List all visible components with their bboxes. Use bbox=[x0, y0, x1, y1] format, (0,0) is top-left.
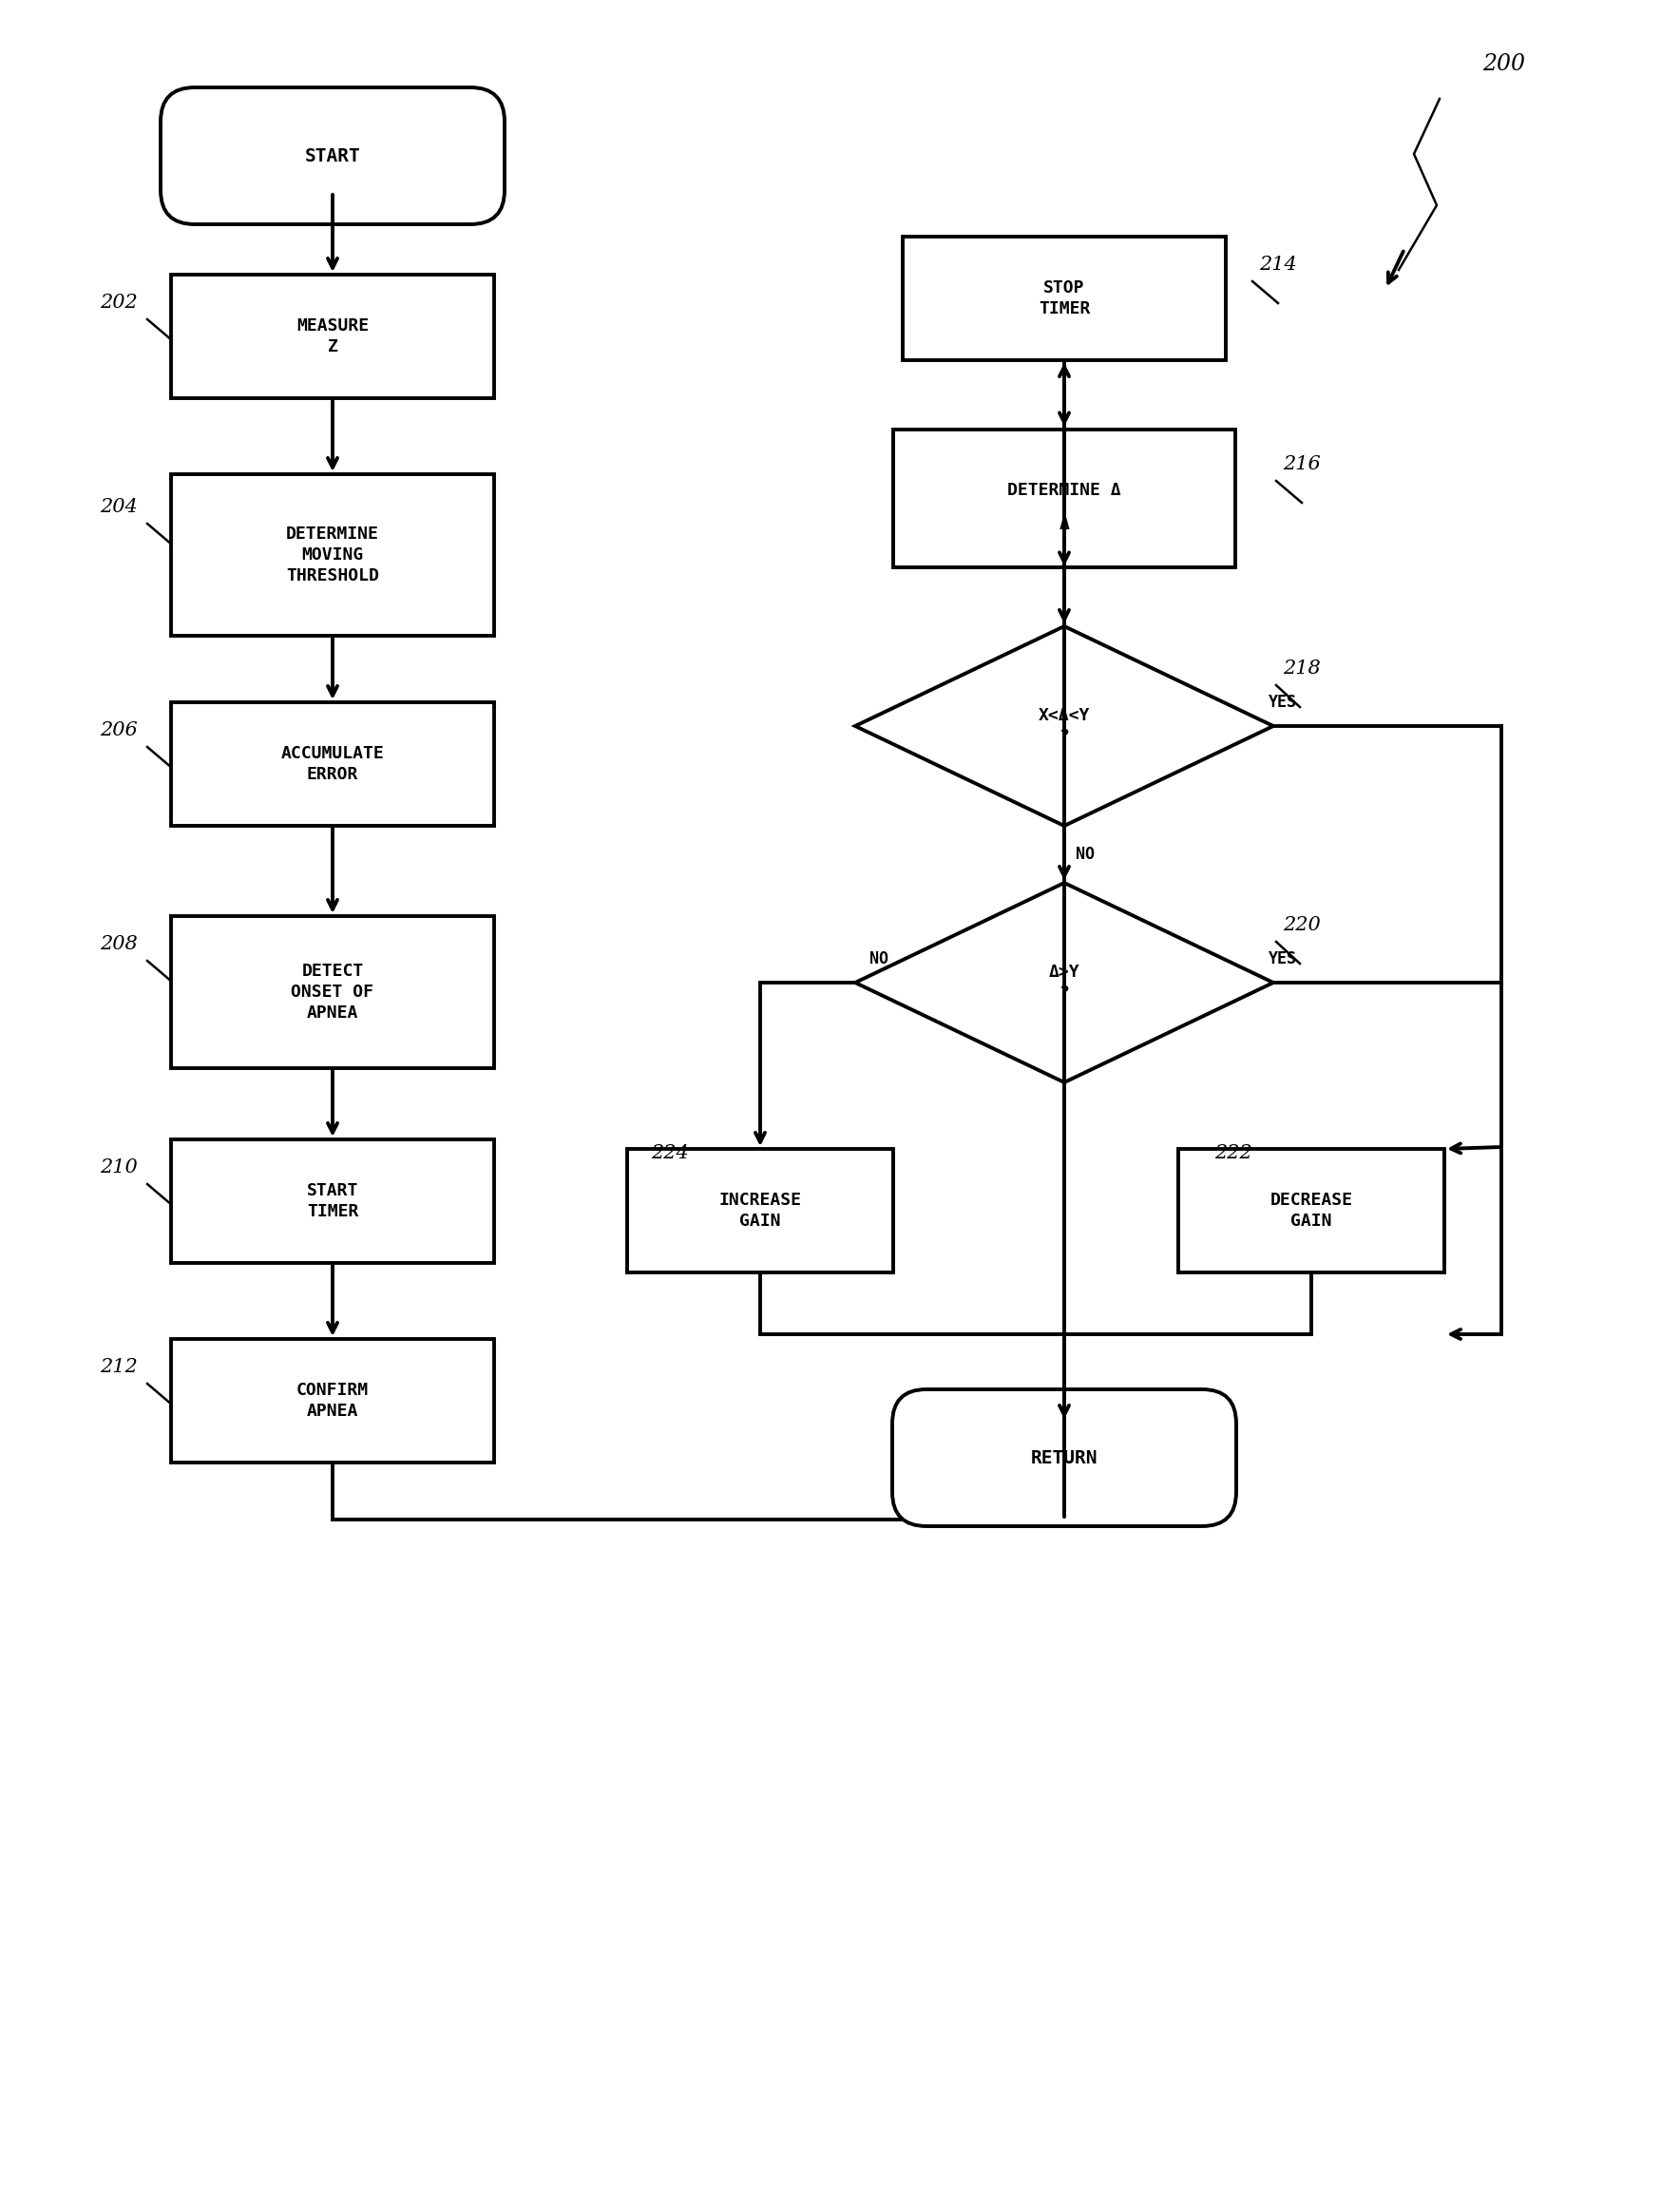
Text: 204: 204 bbox=[99, 497, 138, 517]
Polygon shape bbox=[855, 627, 1273, 827]
Text: 202: 202 bbox=[99, 295, 138, 312]
Text: INCREASE
GAIN: INCREASE GAIN bbox=[719, 1192, 801, 1229]
FancyBboxPatch shape bbox=[171, 917, 494, 1069]
FancyBboxPatch shape bbox=[627, 1148, 894, 1273]
Text: DETECT
ONSET OF
APNEA: DETECT ONSET OF APNEA bbox=[291, 963, 375, 1023]
Text: DECREASE
GAIN: DECREASE GAIN bbox=[1270, 1192, 1352, 1229]
Text: 218: 218 bbox=[1284, 660, 1320, 677]
Text: YES: YES bbox=[1268, 950, 1297, 968]
FancyBboxPatch shape bbox=[171, 475, 494, 636]
Text: 216: 216 bbox=[1284, 455, 1320, 473]
FancyBboxPatch shape bbox=[171, 275, 494, 398]
FancyBboxPatch shape bbox=[171, 1339, 494, 1462]
FancyBboxPatch shape bbox=[892, 1390, 1236, 1526]
Text: 212: 212 bbox=[99, 1359, 138, 1377]
FancyBboxPatch shape bbox=[894, 429, 1235, 567]
Text: ACCUMULATE
ERROR: ACCUMULATE ERROR bbox=[281, 745, 385, 783]
Text: 224: 224 bbox=[650, 1143, 689, 1163]
Text: 220: 220 bbox=[1284, 917, 1320, 935]
FancyBboxPatch shape bbox=[1178, 1148, 1445, 1273]
Text: 222: 222 bbox=[1215, 1143, 1252, 1163]
Text: 214: 214 bbox=[1258, 255, 1297, 273]
FancyBboxPatch shape bbox=[902, 237, 1226, 361]
FancyBboxPatch shape bbox=[161, 88, 504, 224]
Text: CONFIRM
APNEA: CONFIRM APNEA bbox=[296, 1381, 368, 1421]
Text: NO: NO bbox=[870, 950, 889, 968]
Text: 200: 200 bbox=[1482, 53, 1525, 75]
Text: X<Δ<Y
?: X<Δ<Y ? bbox=[1038, 706, 1090, 745]
Text: DETERMINE Δ: DETERMINE Δ bbox=[1008, 482, 1121, 499]
Text: MEASURE
Z: MEASURE Z bbox=[296, 317, 368, 356]
Polygon shape bbox=[855, 882, 1273, 1082]
Text: START
TIMER: START TIMER bbox=[307, 1183, 358, 1220]
Text: Δ>Y
?: Δ>Y ? bbox=[1048, 963, 1080, 1003]
Text: STOP
TIMER: STOP TIMER bbox=[1038, 279, 1090, 317]
Text: YES: YES bbox=[1268, 693, 1297, 710]
Text: Δ: Δ bbox=[1058, 517, 1070, 532]
FancyBboxPatch shape bbox=[171, 701, 494, 827]
Text: 210: 210 bbox=[99, 1159, 138, 1176]
Text: DETERMINE
MOVING
THRESHOLD: DETERMINE MOVING THRESHOLD bbox=[286, 526, 380, 585]
Text: NO: NO bbox=[1075, 847, 1095, 862]
Text: 208: 208 bbox=[99, 935, 138, 952]
Text: RETURN: RETURN bbox=[1032, 1449, 1097, 1467]
FancyBboxPatch shape bbox=[171, 1139, 494, 1262]
Text: 206: 206 bbox=[99, 721, 138, 739]
Text: START: START bbox=[304, 147, 361, 165]
